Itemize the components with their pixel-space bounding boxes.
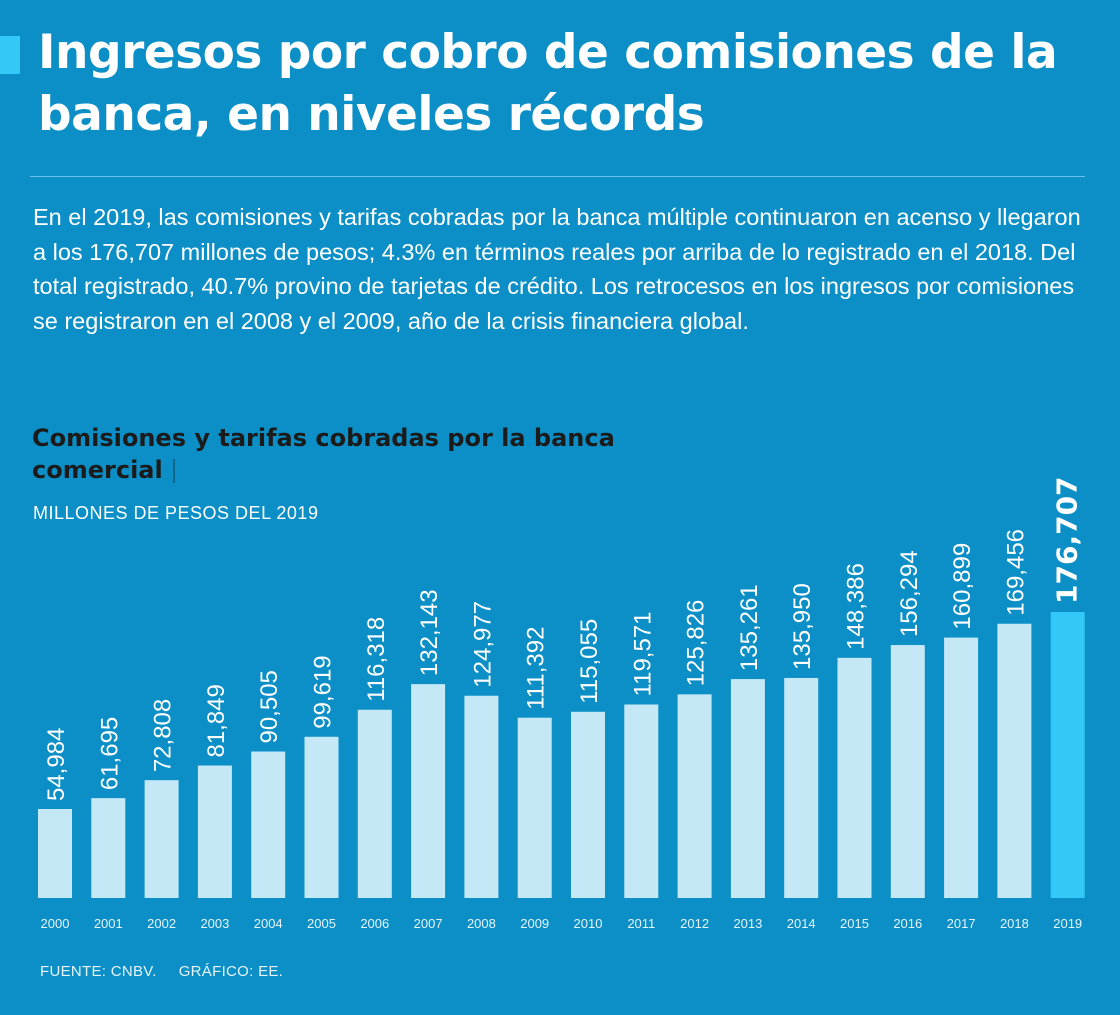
value-label-2010: 115,055 xyxy=(576,619,603,704)
x-tick-label-2008: 2008 xyxy=(467,916,496,931)
value-label-2012: 125,826 xyxy=(683,600,710,687)
value-label-2005: 99,619 xyxy=(310,655,337,728)
value-label-2019: 176,707 xyxy=(1051,476,1084,604)
page-title: Ingresos por cobro de comisiones de la b… xyxy=(38,25,1058,142)
bar-2017 xyxy=(944,637,979,898)
chart-title-text: Comisiones y tarifas cobradas por la ban… xyxy=(32,424,615,484)
x-tick-label-2012: 2012 xyxy=(680,916,709,931)
chart-unit-label: MILLONES DE PESOS DEL 2019 xyxy=(33,503,319,523)
bar-2004 xyxy=(251,751,286,898)
bar-2019 xyxy=(1050,612,1085,898)
bar-2012 xyxy=(677,694,712,898)
x-tick-label-2016: 2016 xyxy=(893,916,922,931)
bar-2006 xyxy=(357,709,392,898)
value-label-2015: 148,386 xyxy=(843,563,870,650)
credit-text: GRÁFICO: EE. xyxy=(178,963,284,980)
intro-paragraph: En el 2019, las comisiones y tarifas cob… xyxy=(33,204,1081,334)
bar-2013 xyxy=(730,679,765,898)
bar-2015 xyxy=(837,657,872,898)
value-label-2008: 124,977 xyxy=(469,601,496,688)
value-label-2011: 119,571 xyxy=(629,611,656,696)
value-label-2000: 54,984 xyxy=(43,728,70,801)
bar-2005 xyxy=(304,736,339,898)
bar-2007 xyxy=(411,684,446,898)
title-accent-bar xyxy=(0,36,20,74)
bar-2001 xyxy=(91,798,126,898)
value-label-2003: 81,849 xyxy=(203,684,230,757)
value-label-2007: 132,143 xyxy=(416,589,443,676)
value-label-2014: 135,950 xyxy=(789,583,816,670)
x-tick-label-2018: 2018 xyxy=(1000,916,1029,931)
bar-2016 xyxy=(890,645,925,898)
x-tick-label-2014: 2014 xyxy=(787,916,816,931)
value-label-2017: 160,899 xyxy=(949,543,976,630)
chart-title: Comisiones y tarifas cobradas por la ban… xyxy=(32,422,632,486)
x-tick-label-2003: 2003 xyxy=(200,916,229,931)
bar-2002 xyxy=(144,780,179,898)
x-tick-label-2013: 2013 xyxy=(733,916,762,931)
x-tick-label-2000: 2000 xyxy=(41,916,70,931)
title-divider xyxy=(30,176,1085,177)
x-tick-label-2017: 2017 xyxy=(947,916,976,931)
x-tick-label-2009: 2009 xyxy=(520,916,549,931)
x-tick-label-2015: 2015 xyxy=(840,916,869,931)
value-label-2004: 90,505 xyxy=(256,670,283,743)
title-marker xyxy=(172,459,175,483)
x-tick-label-2011: 2011 xyxy=(627,916,655,931)
x-tick-label-2001: 2001 xyxy=(94,916,123,931)
source-note: FUENTE: CNBV. GRÁFICO: EE. xyxy=(40,963,283,980)
value-label-2001: 61,695 xyxy=(96,717,123,790)
x-tick-label-2007: 2007 xyxy=(414,916,443,931)
x-tick-label-2002: 2002 xyxy=(147,916,176,931)
value-label-2006: 116,318 xyxy=(363,617,390,702)
value-label-2013: 135,261 xyxy=(736,584,763,671)
bar-2008 xyxy=(464,695,499,898)
bar-2014 xyxy=(784,677,819,898)
value-label-2002: 72,808 xyxy=(150,699,177,772)
bar-2018 xyxy=(997,623,1032,898)
x-tick-label-2006: 2006 xyxy=(360,916,389,931)
bar-2009 xyxy=(517,717,552,898)
bar-2010 xyxy=(571,711,605,898)
x-tick-label-2005: 2005 xyxy=(307,916,336,931)
bar-2000 xyxy=(38,809,72,898)
bar-2003 xyxy=(197,765,232,898)
bar-2011 xyxy=(624,704,659,898)
value-label-2009: 111,392 xyxy=(523,627,550,710)
x-tick-label-2004: 2004 xyxy=(254,916,283,931)
x-tick-label-2019: 2019 xyxy=(1053,916,1082,931)
source-text: FUENTE: CNBV. xyxy=(40,963,157,980)
value-label-2018: 169,456 xyxy=(1002,529,1029,616)
value-label-2016: 156,294 xyxy=(896,550,923,637)
x-tick-label-2010: 2010 xyxy=(574,916,603,931)
